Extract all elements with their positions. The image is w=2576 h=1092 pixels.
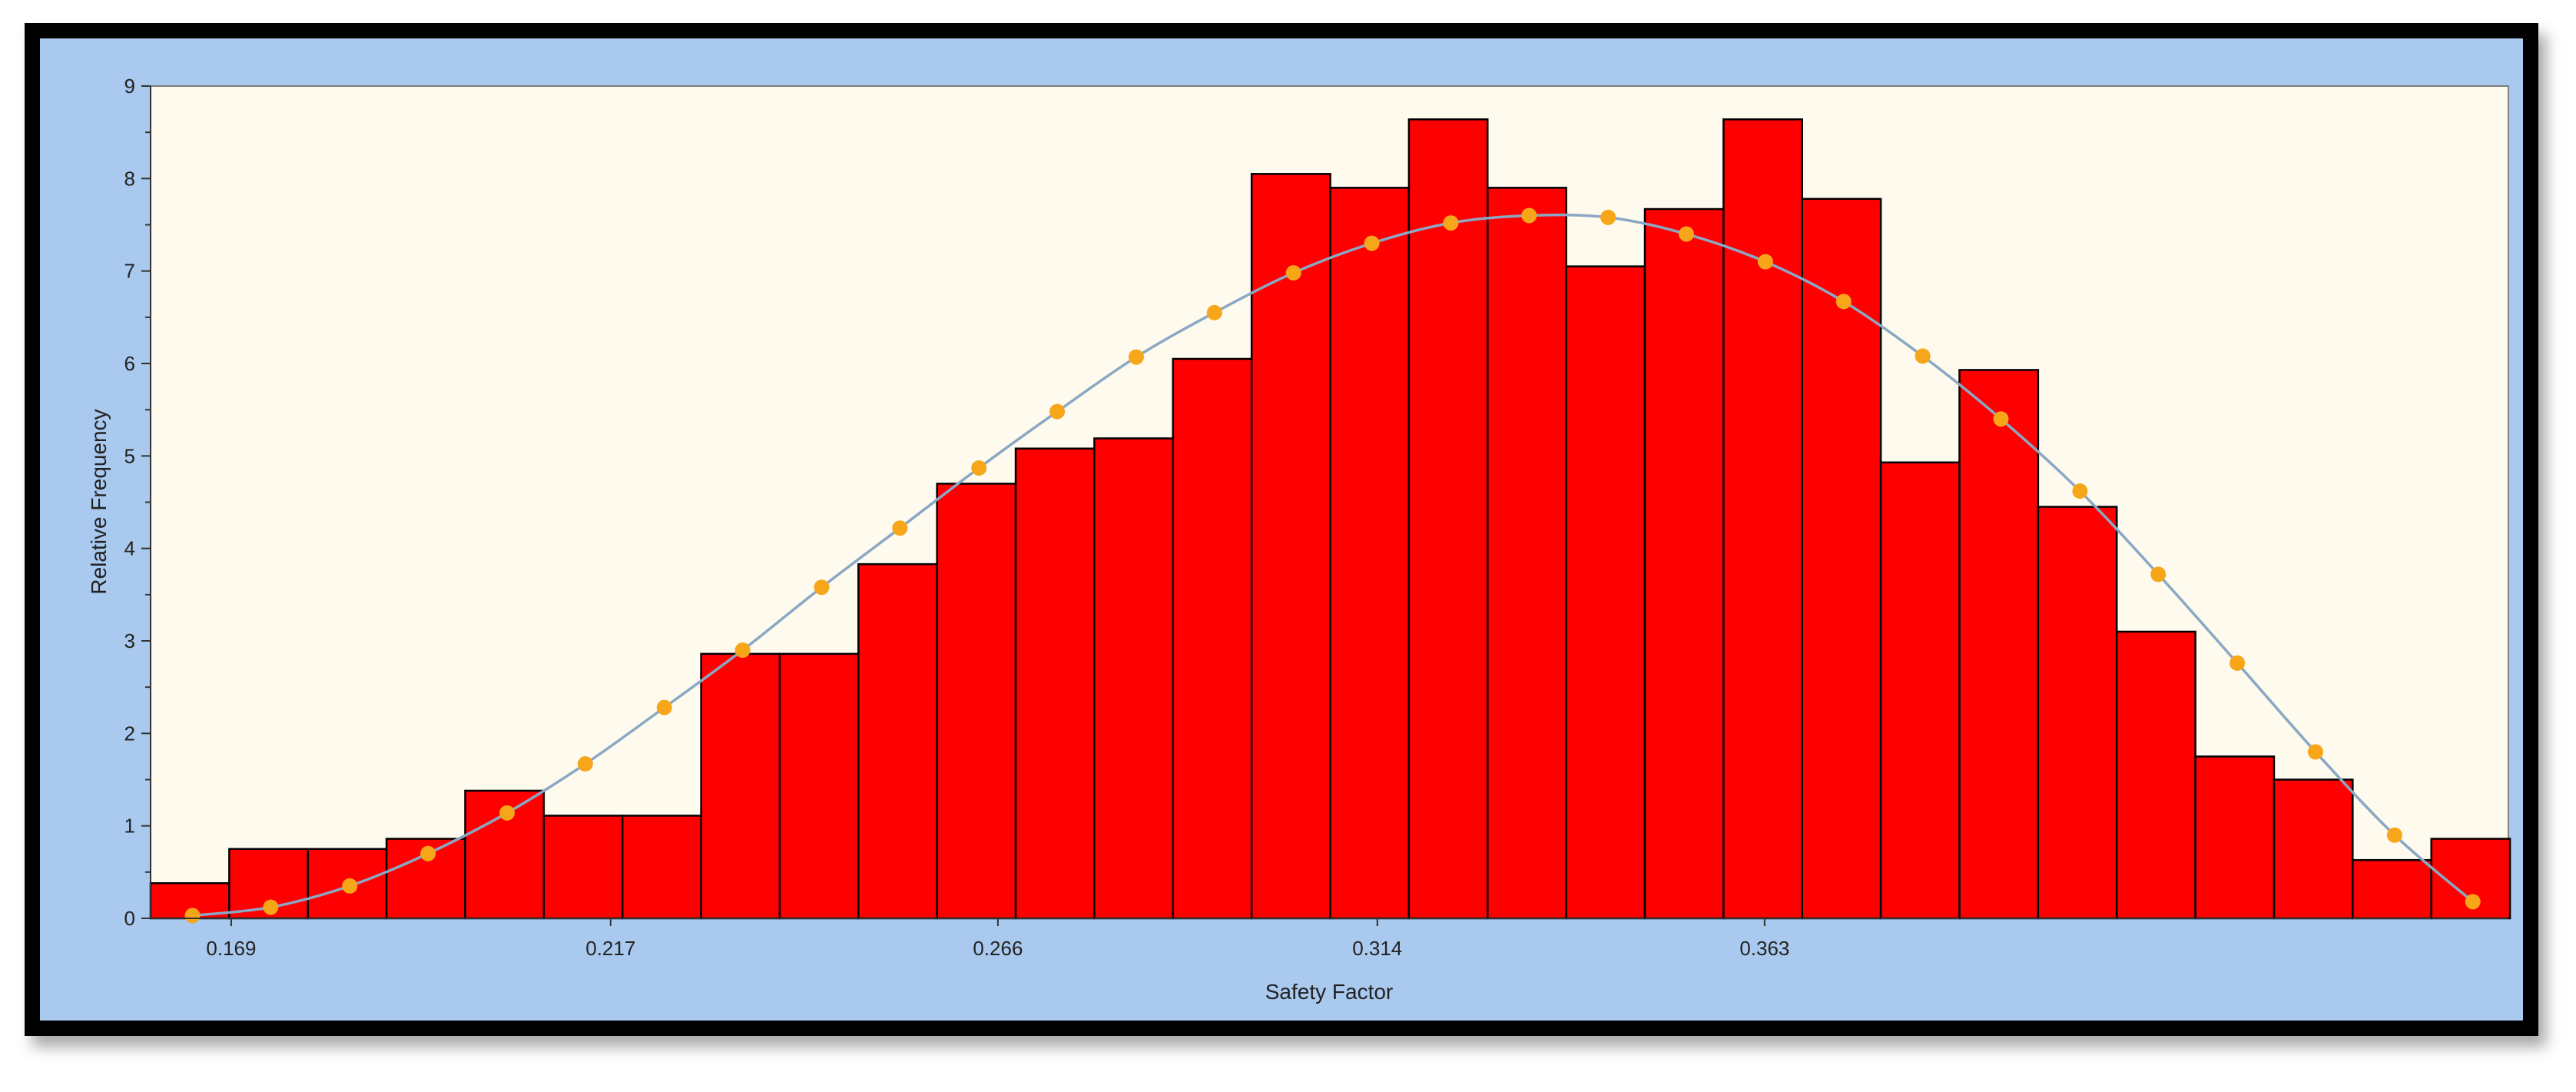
fit-curve-point — [1285, 265, 1301, 281]
fit-curve-point — [1049, 403, 1066, 420]
histogram-bar — [2273, 778, 2354, 920]
fit-curve-point — [1128, 349, 1144, 365]
fit-curve-point — [2150, 566, 2167, 583]
histogram-bar — [1565, 265, 1646, 920]
histogram-bar — [1093, 437, 1175, 920]
fit-curve-point — [656, 699, 672, 715]
histogram-bar — [2194, 755, 2276, 920]
fit-curve-point — [263, 899, 279, 915]
x-tick-label: 0.217 — [585, 937, 635, 960]
fit-curve-point — [814, 579, 830, 596]
fit-curve-point — [1757, 254, 1773, 270]
fit-curve-point — [420, 845, 436, 861]
fit-curve-point — [892, 520, 908, 536]
y-tick-label: 6 — [124, 352, 135, 375]
fit-curve-point — [1206, 304, 1222, 320]
histogram-bar — [1172, 357, 1253, 920]
fit-curve-point — [1443, 215, 1459, 231]
histogram-bar — [1722, 118, 1803, 920]
fit-curve-point — [2465, 894, 2481, 910]
fit-curve-point — [1915, 348, 1931, 364]
x-axis: 0.169 0.217 0.266 0.314 0.363 — [151, 918, 2508, 960]
histogram-bar — [2037, 506, 2118, 920]
fit-curve-point — [1835, 294, 1852, 310]
histogram-bar — [542, 815, 624, 920]
fit-curve-point — [2230, 655, 2246, 671]
fit-curve-point — [1364, 235, 1380, 251]
y-tick-label: 1 — [124, 815, 135, 838]
histogram-bar — [2352, 858, 2432, 920]
fit-curve-point — [1679, 226, 1695, 242]
histogram-bar — [1643, 207, 1725, 920]
y-tick-label: 9 — [124, 75, 135, 98]
histogram-bar — [2115, 630, 2196, 920]
y-tick-label: 0 — [124, 907, 135, 930]
histogram-bar — [857, 563, 938, 920]
histogram-bar — [1801, 197, 1882, 920]
y-tick-label: 5 — [124, 444, 135, 467]
fit-curve-group — [184, 207, 2481, 924]
histogram-bar — [1250, 173, 1331, 920]
x-axis-title: Safety Factor — [1265, 980, 1394, 1004]
fit-curve-point — [2072, 483, 2088, 500]
x-tick-label: 0.266 — [973, 937, 1023, 960]
histogram-bar — [700, 652, 781, 920]
fit-curve-point — [2386, 827, 2402, 843]
x-tick-label: 0.169 — [206, 937, 256, 960]
y-tick-label: 3 — [124, 629, 135, 652]
histogram-bar — [1014, 447, 1096, 920]
histogram-bar — [936, 483, 1017, 920]
y-tick-label: 4 — [124, 537, 135, 560]
x-tick-label: 0.363 — [1739, 937, 1789, 960]
histogram-bar — [1879, 461, 1961, 920]
fit-curve-point — [2307, 744, 2323, 760]
fit-curve-point — [1993, 411, 2009, 427]
y-tick-label: 7 — [124, 260, 135, 283]
histogram-bar — [778, 652, 860, 920]
x-tick-label: 0.314 — [1352, 937, 1402, 960]
y-axis: 0 1 2 3 4 5 6 7 8 9 — [124, 75, 151, 930]
fit-curve-point — [734, 642, 751, 659]
y-tick-label: 2 — [124, 722, 135, 745]
histogram-bar — [1329, 187, 1411, 920]
y-axis-title: Relative Frequency — [87, 409, 111, 594]
fit-curve-point — [577, 756, 593, 772]
fit-curve-point — [499, 805, 516, 821]
histogram-bar — [621, 815, 702, 920]
histogram-bar — [1407, 118, 1489, 920]
fit-curve-point — [184, 908, 201, 924]
histogram-bar — [1958, 369, 2040, 920]
fit-curve-point — [1521, 207, 1537, 224]
fit-curve-point — [1600, 209, 1616, 225]
y-tick-label: 8 — [124, 167, 135, 190]
fit-curve-point — [971, 460, 987, 476]
histogram-bar — [1487, 187, 1567, 920]
fit-curve-point — [342, 878, 358, 894]
